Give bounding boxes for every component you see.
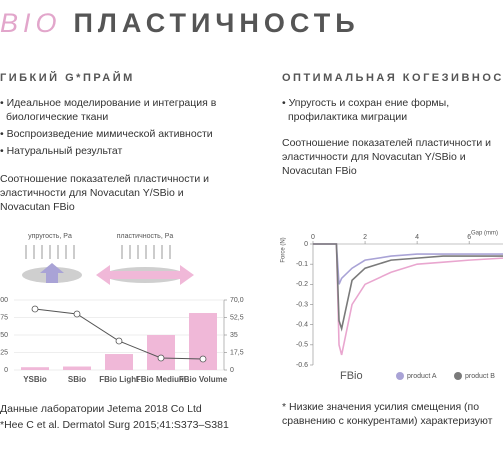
icon-label: пластичность, Pa <box>117 233 174 240</box>
x-tick-label: 0 <box>311 234 315 241</box>
point <box>157 354 165 362</box>
bar <box>63 366 91 370</box>
line <box>313 243 503 332</box>
bullet: Идеальное моделирование и интеграция в б… <box>0 96 230 124</box>
legend-label: product A <box>407 373 437 380</box>
right-footnote: * Низкие значения усилия смещения (по ср… <box>282 401 493 427</box>
bar <box>105 354 133 370</box>
right-heading: ОПТИМАЛЬНАЯ КОГЕЗИВНОСТЬ <box>282 72 503 84</box>
legend-label: product B <box>465 373 495 380</box>
line <box>313 243 503 285</box>
chart-right: Gap (mm) Force (N) 0 2 4 6 0 -0.1 -0.2 -0.3 -0.4 -0… <box>281 231 503 382</box>
y-tick-label: 375 <box>0 314 8 321</box>
legend-swatch <box>454 372 462 380</box>
point <box>199 355 207 363</box>
y-tick-label: 500 <box>0 297 8 304</box>
x-tick-label: FBio Volume <box>179 375 228 384</box>
y-tick-label: 0 <box>304 241 308 248</box>
left-heading: ГИБКИЙ G*ПРАЙМ <box>0 72 135 84</box>
y-tick-label: -0.2 <box>296 281 308 288</box>
icon-label: упругость, Pa <box>28 233 72 240</box>
y2-tick-label: 35 <box>230 332 238 339</box>
left-paragraph: Соотношение показателей пластичности и э… <box>0 173 209 213</box>
x-axis-label: Gap (mm) <box>471 231 498 237</box>
y-tick-label: -0.6 <box>296 362 308 369</box>
x-tick-label: FBio Light <box>99 375 139 384</box>
right-paragraph: Соотношение показателей пластичности и э… <box>282 137 491 177</box>
legend-swatch <box>396 372 404 380</box>
y-tick-label: 125 <box>0 349 8 356</box>
title-main: ПЛАСТИЧНОСТЬ <box>73 8 360 38</box>
chart-left: пластичность, Pa упругость, Pa 0 125 250 375 5… <box>0 233 244 384</box>
bar <box>21 367 49 370</box>
y2-tick-label: 17,5 <box>230 349 244 356</box>
y2-tick-label: 0 <box>230 367 234 374</box>
right-bullets: Упругость и сохран ение формы, профилакт… <box>282 96 472 127</box>
point <box>115 337 123 345</box>
line <box>34 308 204 360</box>
y2-tick-label: 52,5 <box>230 314 244 321</box>
point <box>31 305 39 313</box>
icons <box>22 245 194 285</box>
y-tick-label: -0.4 <box>296 322 308 329</box>
x-tick-label: 2 <box>363 234 367 241</box>
y-tick-label: -0.5 <box>296 342 308 349</box>
line <box>313 243 503 356</box>
x-tick-label: 6 <box>467 234 471 241</box>
bullet: Воспроизведение мимической активности <box>0 127 230 141</box>
x-tick-label: 4 <box>415 234 419 241</box>
legend-label: FBio <box>340 370 363 382</box>
bullet: Упругость и сохран ение формы, профилакт… <box>282 96 472 124</box>
left-footnote: *Hee C et al. Dermatol Surg 2015;41:S373… <box>0 419 229 431</box>
y-tick-label: 250 <box>0 332 8 339</box>
x-tick-label: YSBio <box>23 375 47 384</box>
y2-tick-label: 70,0 <box>230 297 244 304</box>
bar <box>147 335 175 370</box>
title-accent: BIO <box>0 8 62 38</box>
y-tick-label: 0 <box>4 367 8 374</box>
bullet: Натуральный результат <box>0 144 230 158</box>
left-bullets: Идеальное моделирование и интеграция в б… <box>0 96 230 161</box>
y-axis-label: Force (N) <box>281 237 287 262</box>
point <box>73 310 81 318</box>
x-tick-label: SBio <box>68 375 86 384</box>
x-tick-label: FBio Medium <box>136 375 186 384</box>
left-footnote: Данные лаборатории Jetema 2018 Co Ltd <box>0 403 202 415</box>
title: BIO ПЛАСТИЧНОСТЬ <box>0 8 360 39</box>
y-tick-label: -0.1 <box>296 261 308 268</box>
y-tick-label: -0.3 <box>296 301 308 308</box>
